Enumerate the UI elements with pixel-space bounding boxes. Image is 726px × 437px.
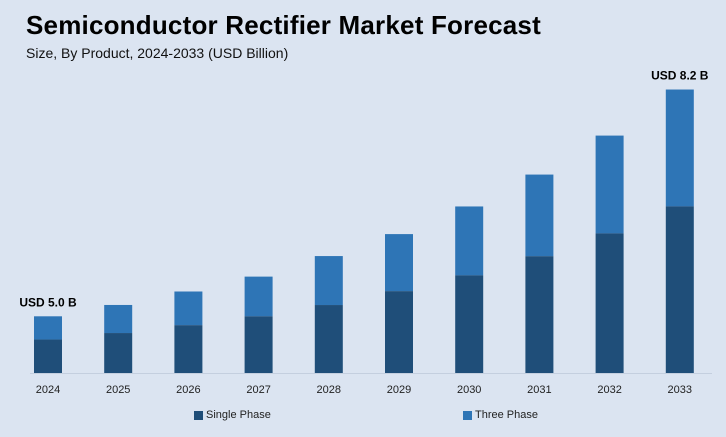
x-tick-label: 2029	[387, 384, 411, 396]
bar-single-phase-2025	[104, 333, 133, 373]
bar-three-phase-2030	[455, 206, 484, 276]
bar-three-phase-2027	[244, 276, 273, 317]
bar-three-phase-2029	[385, 234, 413, 292]
bar-single-phase-2029	[385, 291, 413, 373]
bar-single-phase-2026	[174, 325, 203, 373]
legend-item-three-phase: Three Phase	[463, 409, 538, 421]
data-label-2024: USD 5.0 B	[19, 295, 77, 309]
bar-three-phase-2025	[104, 304, 133, 334]
bar-three-phase-2028	[314, 256, 343, 306]
bar-single-phase-2027	[244, 316, 273, 373]
x-tick-label: 2028	[317, 384, 341, 396]
chart-subtitle: Size, By Product, 2024-2033 (USD Billion…	[26, 45, 289, 61]
x-tick-label: 2032	[597, 384, 621, 396]
bar-single-phase-2028	[314, 305, 343, 373]
x-tick-label: 2033	[668, 384, 692, 396]
x-tick-label: 2031	[527, 384, 551, 396]
bar-single-phase-2031	[525, 256, 554, 373]
x-tick-label: 2025	[106, 384, 130, 396]
bar-single-phase-2024	[34, 339, 62, 373]
x-tick-label: 2027	[246, 384, 270, 396]
bar-three-phase-2032	[595, 135, 624, 234]
data-label-2033: USD 8.2 B	[651, 69, 709, 83]
bar-three-phase-2026	[174, 291, 203, 326]
bar-three-phase-2024	[34, 316, 62, 340]
chart-title: Semiconductor Rectifier Market Forecast	[26, 10, 541, 40]
bar-single-phase-2030	[455, 275, 484, 373]
x-tick-label: 2026	[176, 384, 200, 396]
x-tick-label: 2030	[457, 384, 481, 396]
bar-single-phase-2033	[665, 206, 694, 373]
bar-single-phase-2032	[595, 233, 624, 373]
legend-label: Three Phase	[475, 409, 538, 421]
legend-item-single-phase: Single Phase	[194, 409, 271, 421]
legend-swatch-single-phase	[194, 410, 203, 420]
legend-label: Single Phase	[206, 409, 271, 421]
bar-three-phase-2033	[665, 89, 694, 207]
bar-three-phase-2031	[525, 174, 554, 257]
legend-swatch-three-phase	[463, 410, 472, 420]
x-tick-label: 2024	[36, 384, 60, 396]
